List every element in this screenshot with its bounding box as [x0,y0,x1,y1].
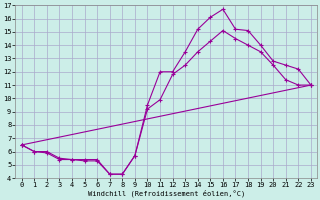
X-axis label: Windchill (Refroidissement éolien,°C): Windchill (Refroidissement éolien,°C) [88,190,245,197]
